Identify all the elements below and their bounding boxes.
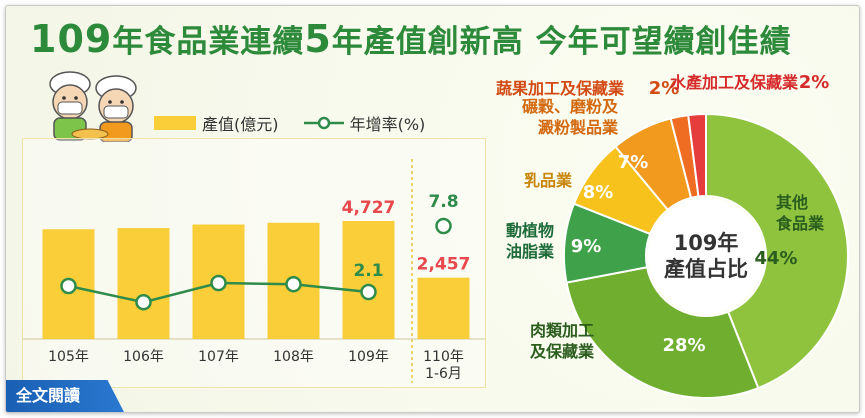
- bar-swatch-icon: [154, 116, 196, 130]
- slice-label: 乳品業: [524, 171, 573, 190]
- x-tick-label: 109年: [348, 349, 389, 365]
- slice-label: 油脂業: [506, 242, 555, 261]
- line-point-4: [360, 283, 377, 301]
- legend-line-label: 年增率(%): [349, 115, 426, 134]
- line-point-2: [210, 274, 227, 292]
- slice-label: 及保藏業: [530, 342, 595, 361]
- slice-label: 動植物: [506, 221, 554, 240]
- line-marker-icon: [303, 116, 344, 130]
- slice-percent-label: 28%: [662, 335, 705, 356]
- slice-label: 食品業: [775, 214, 825, 233]
- bar-5: [417, 277, 470, 339]
- slice-percent-label: 9%: [571, 236, 602, 257]
- title-text-2: 年產值創新高 今年可望續創佳績: [331, 24, 792, 60]
- x-tick-label: 107年: [198, 349, 239, 365]
- slice-percent-label: 44%: [754, 248, 797, 269]
- slice-percent-label: 2%: [649, 78, 680, 99]
- bar-4: [342, 221, 395, 339]
- donut-slice-6: [687, 112, 707, 198]
- slice-percent-label: 2%: [799, 72, 830, 93]
- bar-line-chart: 4,727 2,457 2.1 7.8 105年 106年 107年 108年 109年 110年…: [23, 159, 485, 383]
- bar-value-label: 2,457: [417, 255, 471, 275]
- read-all-button[interactable]: 全文閱讀: [6, 380, 124, 412]
- slice-label: 澱粉製品業: [538, 118, 619, 137]
- bar-line-chart-panel: 4,727 2,457 2.1 7.8 105年 106年 107年 108年 109年 110年…: [22, 138, 486, 388]
- x-tick-label: 110年: [423, 349, 464, 365]
- line-point-3: [285, 275, 302, 293]
- x-tick-label: 106年: [123, 349, 164, 365]
- x-tick-label: 1-6月: [425, 366, 462, 382]
- bar-value-label: 4,727: [342, 198, 396, 218]
- title-number-5: 5: [304, 17, 332, 61]
- line-value-label: 2.1: [353, 261, 383, 281]
- chef-mascots-illustration: [49, 71, 137, 142]
- slice-percent-label: 7%: [618, 152, 649, 173]
- slice-percent-label: 8%: [583, 182, 614, 203]
- x-tick-label: 105年: [48, 349, 89, 365]
- page-title: 109年食品業連續5年產值創新高 今年可望續創佳績: [30, 16, 792, 61]
- slice-label: 碾穀、磨粉及: [522, 97, 619, 116]
- chart-legend: 產值(億元) 年增率(%): [154, 111, 445, 135]
- x-tick-label: 108年: [273, 349, 314, 365]
- title-text-1: 年食品業連續: [112, 24, 305, 60]
- slice-label: 蔬果加工及保藏業: [496, 79, 625, 98]
- legend-bar-label: 產值(億元): [202, 115, 279, 134]
- slice-label: 其他: [776, 193, 808, 212]
- legend-item-line: 年增率(%): [303, 111, 426, 135]
- title-number-109: 109: [30, 17, 113, 61]
- donut-center-label: 109年: [674, 231, 739, 255]
- line-point-5: [435, 217, 452, 235]
- infographic: 109年食品業連續5年產值創新高 今年可望續創佳績 產值(億元) 年增率(%) …: [5, 5, 860, 413]
- line-value-label: 7.8: [428, 192, 458, 212]
- bar-1: [117, 228, 170, 339]
- legend-item-bar: 產值(億元): [154, 111, 279, 135]
- donut-center: [648, 198, 764, 314]
- donut-center-label: 產值占比: [664, 257, 748, 281]
- donut-slice-0: [705, 112, 849, 390]
- donut-slice-1: [565, 266, 760, 399]
- line-point-0: [60, 277, 77, 295]
- slice-label: 肉類加工: [530, 321, 594, 340]
- line-point-1: [135, 293, 152, 311]
- slice-label: 水產加工及保藏業: [670, 73, 799, 92]
